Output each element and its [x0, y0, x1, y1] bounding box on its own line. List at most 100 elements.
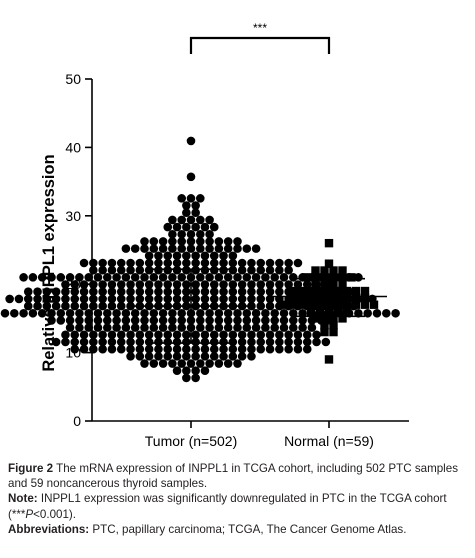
data-point: [135, 352, 145, 361]
data-point: [315, 307, 325, 316]
data-point: [186, 229, 196, 239]
data-point: [23, 294, 33, 304]
data-point: [135, 265, 145, 275]
data-point: [93, 308, 103, 318]
data-point: [79, 280, 89, 289]
data-point: [103, 316, 112, 325]
data-point: [93, 273, 103, 282]
data-point: [149, 237, 159, 246]
data-point: [70, 301, 80, 311]
data-point: [186, 359, 196, 368]
data-point: [205, 316, 214, 325]
data-point: [70, 287, 80, 297]
data-point: [107, 265, 117, 275]
data-point: [98, 337, 107, 347]
data-point: [237, 287, 247, 297]
data-point: [214, 323, 224, 332]
data-point: [182, 251, 191, 261]
data-point: [219, 352, 228, 361]
data-point: [191, 294, 200, 304]
data-point: [306, 307, 316, 316]
data-point: [135, 344, 145, 354]
data-point: [297, 300, 307, 309]
data-point: [56, 308, 66, 318]
data-point: [200, 344, 210, 354]
figure-label: Figure 2: [8, 462, 54, 475]
data-point: [93, 316, 103, 325]
data-point: [89, 330, 98, 340]
data-point: [306, 286, 316, 296]
data-point: [256, 265, 266, 275]
data-point: [98, 344, 107, 354]
y-tick-label: 40: [65, 139, 81, 155]
data-point: [149, 308, 159, 318]
y-axis: 01020304050: [65, 71, 93, 429]
data-point: [324, 355, 334, 364]
data-point: [214, 237, 224, 246]
data-point: [191, 258, 200, 268]
data-point: [126, 301, 135, 311]
data-point: [182, 352, 191, 361]
data-point: [242, 316, 252, 325]
data-point: [42, 301, 52, 311]
data-point: [70, 330, 80, 340]
data-point: [121, 308, 131, 318]
data-point: [84, 308, 93, 318]
data-point: [372, 308, 382, 318]
data-point: [256, 344, 266, 354]
data-point: [182, 337, 191, 347]
data-point: [107, 301, 117, 311]
data-point: [154, 251, 163, 261]
data-point: [256, 301, 266, 311]
data-point: [163, 294, 173, 304]
data-point: [56, 316, 66, 325]
data-point: [354, 308, 363, 318]
data-point: [89, 280, 98, 289]
data-point: [270, 323, 280, 332]
data-point: [65, 316, 75, 325]
data-point: [79, 330, 89, 340]
data-point: [177, 237, 186, 246]
data-point: [168, 215, 177, 225]
data-point: [98, 265, 107, 275]
data-point: [237, 258, 247, 268]
data-point: [200, 337, 210, 347]
data-point: [172, 330, 182, 340]
data-point: [223, 323, 233, 332]
data-point: [228, 258, 238, 268]
data-point: [311, 280, 320, 289]
data-point: [320, 273, 329, 282]
data-point: [265, 280, 275, 289]
data-point: [89, 258, 98, 268]
data-point: [205, 273, 214, 282]
data-point: [333, 307, 343, 316]
data-point: [89, 337, 98, 347]
data-point: [302, 280, 312, 289]
data-point: [275, 344, 284, 354]
data-point: [168, 237, 177, 246]
data-point: [200, 287, 210, 297]
data-point: [228, 337, 238, 347]
data-point: [126, 294, 135, 304]
data-point: [75, 316, 84, 325]
note-p: P: [25, 507, 34, 521]
data-point: [219, 251, 228, 261]
data-point: [70, 294, 80, 304]
data-point: [112, 316, 121, 325]
data-point: [163, 287, 173, 297]
data-point: [182, 222, 191, 232]
caption-note: Note: INPPL1 expression was significantl…: [8, 491, 467, 521]
data-point: [116, 265, 126, 275]
data-point: [270, 308, 280, 318]
data-point: [324, 259, 334, 268]
data-point: [284, 330, 293, 340]
data-point: [279, 300, 289, 309]
data-point: [144, 251, 154, 261]
data-point: [191, 251, 200, 261]
data-point: [233, 273, 242, 282]
x-tick-label: Normal (n=59): [284, 433, 374, 449]
data-point: [107, 344, 117, 354]
data-point: [158, 237, 168, 246]
data-point: [351, 286, 361, 296]
data-point: [65, 308, 75, 318]
